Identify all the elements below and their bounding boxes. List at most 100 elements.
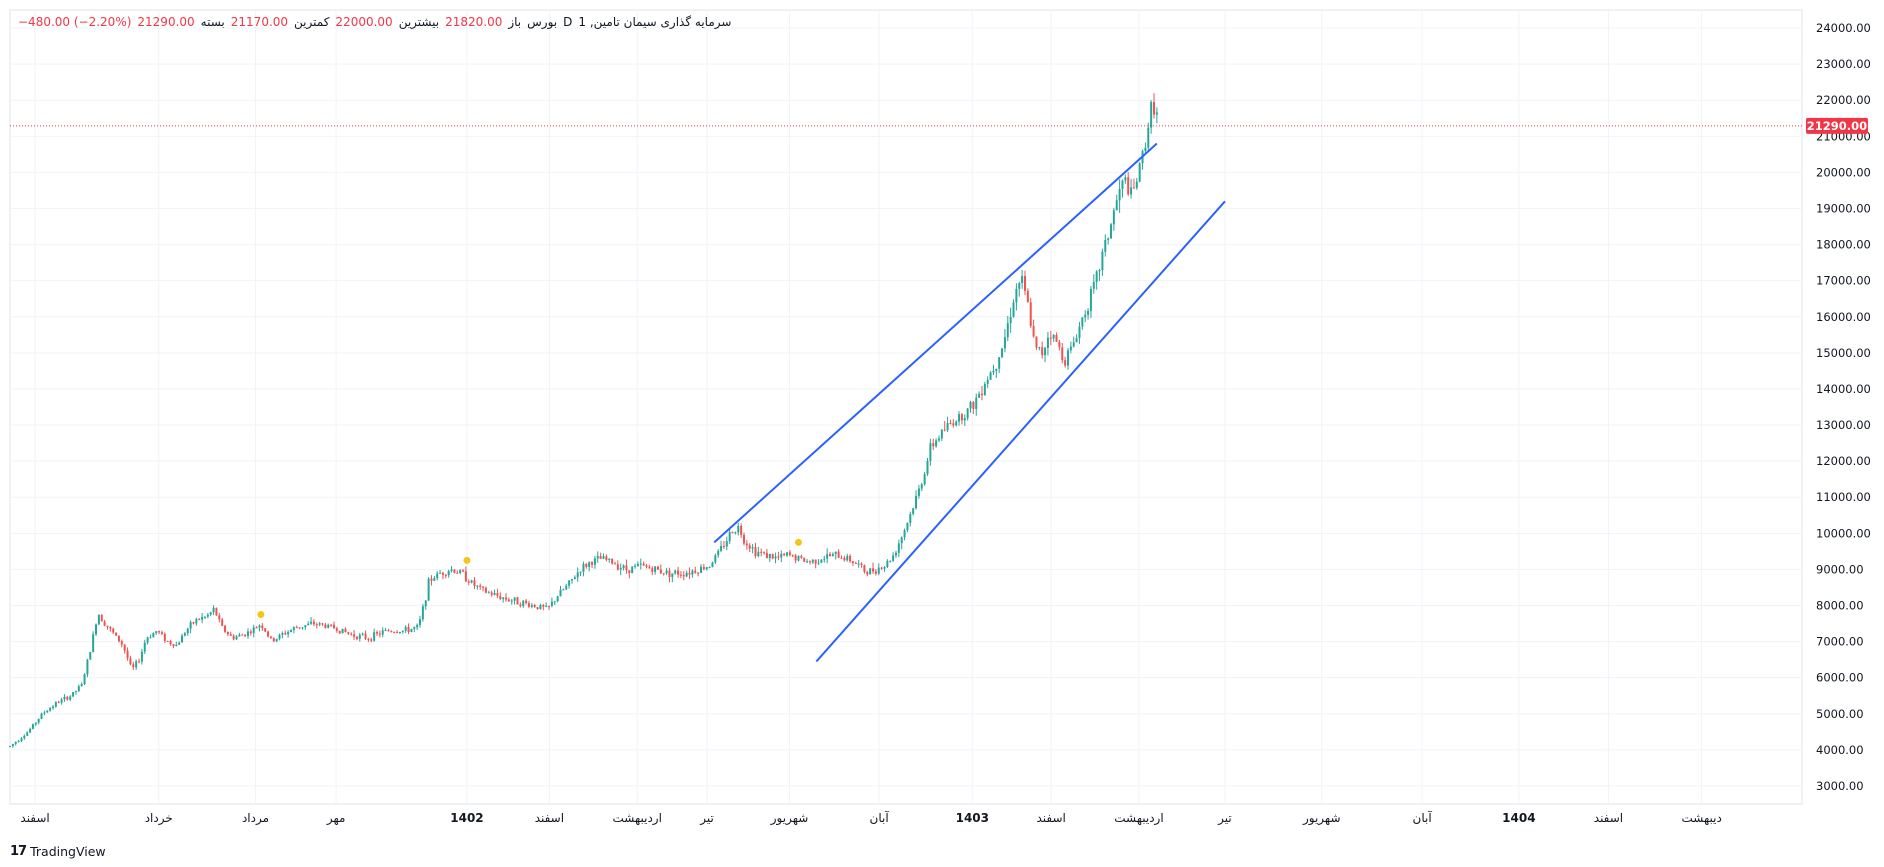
y-tick-label: 13000.00 xyxy=(1816,418,1871,432)
candle-body xyxy=(1098,270,1101,272)
candle-body xyxy=(1055,334,1058,342)
candle-body xyxy=(579,571,582,573)
candle-body xyxy=(201,617,204,620)
candle-body xyxy=(269,636,272,638)
candle-body xyxy=(616,564,619,570)
candle-body xyxy=(608,558,611,560)
candle-body xyxy=(642,563,645,566)
tradingview-brand[interactable]: 17 TradingView xyxy=(10,844,106,859)
legend-interval[interactable]: D xyxy=(563,15,573,29)
candle-body xyxy=(49,708,52,711)
y-tick-label: 8000.00 xyxy=(1816,599,1864,613)
candle-body xyxy=(298,627,301,629)
candle-body xyxy=(332,624,335,629)
candle-body xyxy=(605,556,608,560)
candle-body xyxy=(1044,347,1047,356)
candle-body xyxy=(367,638,370,640)
candle-body xyxy=(763,552,766,554)
legend-open-label: باز xyxy=(508,15,522,29)
candle-body xyxy=(439,572,442,574)
candle-body xyxy=(820,559,823,563)
candle-body xyxy=(63,696,66,700)
candle-body xyxy=(83,674,86,685)
candle-body xyxy=(364,633,367,639)
candle-body xyxy=(806,561,809,563)
candle-body xyxy=(935,440,938,447)
candle-body xyxy=(421,606,424,620)
candle-body xyxy=(416,624,419,628)
x-tick-label: 1403 xyxy=(956,811,989,825)
candle-body xyxy=(654,566,657,572)
legend-symbol[interactable]: سرمایه گذاری سیمان تامین, 1 xyxy=(578,15,732,29)
candle-body xyxy=(1052,334,1055,339)
candle-body xyxy=(829,554,832,557)
candle-body xyxy=(743,535,746,544)
candle-body xyxy=(774,556,777,559)
candle-body xyxy=(949,423,952,425)
candle-body xyxy=(221,619,224,626)
x-tick-label: شهریور xyxy=(1302,811,1341,826)
candle-body xyxy=(292,627,295,631)
candle-body xyxy=(54,702,57,707)
candle-body xyxy=(940,429,943,439)
candle-body xyxy=(1138,163,1141,182)
legend-high-value: 22000.00 xyxy=(335,15,393,29)
candle-body xyxy=(52,706,55,709)
candle-body xyxy=(120,641,123,645)
candle-body xyxy=(158,631,161,633)
candle-body xyxy=(103,621,106,626)
candle-body xyxy=(1078,326,1081,339)
candle-body xyxy=(1066,350,1069,366)
x-tick-label: آبان xyxy=(870,810,890,825)
candle-body xyxy=(651,568,654,572)
candle-body xyxy=(857,563,860,565)
candle-body xyxy=(456,572,459,574)
candle-body xyxy=(307,623,310,626)
candle-body xyxy=(714,555,717,563)
candle-body xyxy=(602,556,605,559)
candle-body xyxy=(889,560,892,562)
y-tick-label: 19000.00 xyxy=(1816,202,1871,216)
candle-body xyxy=(926,460,929,475)
candle-body xyxy=(89,651,92,660)
candle-body xyxy=(447,571,450,576)
candle-body xyxy=(808,561,811,563)
y-tick-label: 14000.00 xyxy=(1816,382,1871,396)
candle-body xyxy=(582,563,585,572)
candle-body xyxy=(69,696,72,700)
candle-body xyxy=(244,634,247,637)
candle-body xyxy=(376,632,379,634)
candle-body xyxy=(869,568,872,575)
candle-body xyxy=(846,555,849,561)
candle-body xyxy=(634,565,637,567)
candle-body xyxy=(831,554,834,557)
candle-body xyxy=(215,607,218,616)
candle-body xyxy=(453,569,456,573)
candle-body xyxy=(117,635,120,642)
candle-body xyxy=(986,379,989,384)
candle-body xyxy=(843,557,846,561)
candle-body xyxy=(585,563,588,567)
candle-body xyxy=(1081,317,1084,327)
candle-body xyxy=(937,438,940,441)
candle-body xyxy=(224,625,227,632)
candle-body xyxy=(34,722,37,725)
candle-body xyxy=(378,633,381,635)
candle-body xyxy=(106,625,109,628)
candle-body xyxy=(370,639,373,641)
candle-body xyxy=(685,572,688,577)
candle-body xyxy=(665,570,668,574)
x-tick-label: شهریور xyxy=(770,811,809,826)
candles xyxy=(9,93,1158,748)
candle-body xyxy=(545,605,548,607)
candle-body xyxy=(195,619,198,624)
candle-body xyxy=(1124,177,1127,181)
candle-body xyxy=(140,651,143,662)
candle-body xyxy=(384,630,387,632)
candle-body xyxy=(232,635,235,640)
candle-body xyxy=(112,628,115,633)
candle-body xyxy=(203,616,206,618)
candle-body xyxy=(143,642,146,652)
candle-body xyxy=(427,578,430,601)
